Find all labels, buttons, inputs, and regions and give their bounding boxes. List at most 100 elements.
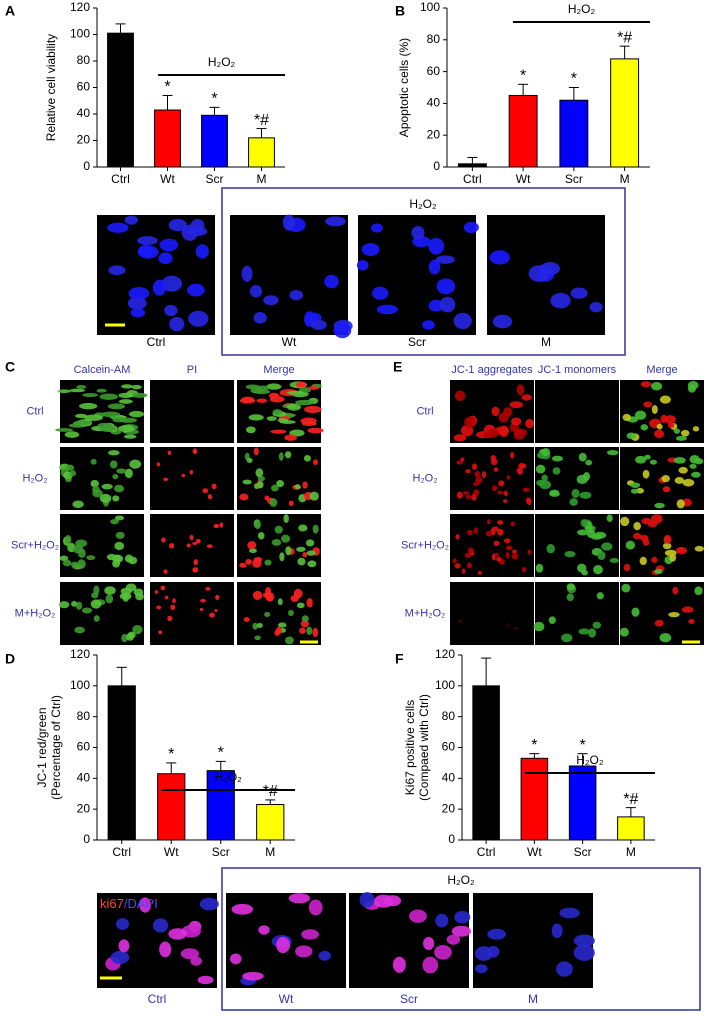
cell bbox=[573, 934, 595, 948]
cell bbox=[541, 448, 551, 457]
cell bbox=[566, 583, 575, 591]
cell bbox=[243, 617, 250, 622]
cell bbox=[158, 630, 163, 635]
cell bbox=[619, 627, 629, 637]
cell bbox=[277, 418, 289, 423]
cell bbox=[84, 414, 103, 421]
cell bbox=[654, 429, 665, 439]
significance-marker: * bbox=[218, 745, 224, 762]
cell bbox=[592, 621, 602, 629]
cell bbox=[664, 415, 676, 424]
panel-letter: F bbox=[395, 651, 404, 667]
cell bbox=[277, 622, 287, 628]
cell bbox=[240, 396, 255, 404]
cell bbox=[256, 385, 270, 391]
cell bbox=[370, 223, 383, 233]
cell bbox=[606, 514, 613, 523]
x-tick-label: Wt bbox=[164, 845, 179, 859]
cell bbox=[577, 529, 589, 536]
cell bbox=[190, 956, 202, 966]
cell bbox=[639, 556, 647, 566]
cell bbox=[510, 451, 515, 459]
cell bbox=[569, 498, 578, 506]
cell bbox=[286, 403, 301, 411]
cell bbox=[475, 476, 483, 484]
cell bbox=[197, 975, 214, 985]
cell bbox=[392, 956, 406, 973]
cell bbox=[669, 553, 677, 562]
column-label: JC-1 aggregates bbox=[451, 364, 533, 376]
cell bbox=[460, 457, 465, 462]
cell bbox=[69, 388, 86, 393]
cell bbox=[101, 411, 120, 418]
cell bbox=[458, 619, 463, 623]
cell bbox=[546, 543, 555, 554]
cell bbox=[423, 936, 435, 951]
cell bbox=[123, 434, 137, 439]
cell bbox=[118, 392, 134, 399]
cell bbox=[490, 454, 497, 462]
cell bbox=[689, 463, 697, 469]
cell bbox=[189, 534, 194, 541]
x-tick-label: M bbox=[620, 172, 630, 186]
cell bbox=[133, 588, 144, 596]
cell bbox=[107, 222, 129, 233]
bar bbox=[559, 99, 589, 168]
cell bbox=[422, 320, 435, 330]
cell bbox=[188, 310, 209, 327]
cell bbox=[551, 455, 563, 462]
cell bbox=[118, 939, 130, 953]
x-tick-label: Ctrl bbox=[111, 172, 130, 186]
cell bbox=[491, 526, 499, 532]
cell bbox=[124, 468, 133, 479]
cell bbox=[409, 909, 427, 923]
cell bbox=[230, 953, 242, 965]
cell bbox=[265, 592, 275, 602]
x-tick-label: M bbox=[257, 172, 267, 186]
cell bbox=[62, 559, 72, 567]
cell bbox=[635, 455, 647, 464]
cell bbox=[181, 473, 186, 478]
cell bbox=[161, 537, 166, 543]
cell bbox=[640, 424, 649, 431]
cell bbox=[169, 317, 185, 332]
cell bbox=[295, 945, 313, 958]
y-tick-label: 40 bbox=[77, 771, 91, 785]
cell bbox=[268, 392, 280, 399]
cell bbox=[566, 593, 574, 602]
cell bbox=[104, 586, 116, 595]
cell bbox=[550, 292, 571, 309]
cell bbox=[303, 455, 311, 462]
x-tick-label: M bbox=[626, 845, 636, 859]
cell bbox=[466, 562, 472, 569]
bar bbox=[472, 685, 500, 841]
bracket-label: H₂O₂ bbox=[568, 2, 596, 16]
cell bbox=[675, 435, 687, 441]
cell bbox=[306, 550, 316, 556]
cell bbox=[168, 542, 175, 549]
cell bbox=[549, 491, 560, 497]
cell bbox=[271, 538, 282, 546]
cell bbox=[475, 964, 488, 974]
row-label: Scr+H₂O₂ bbox=[401, 539, 449, 551]
cell bbox=[270, 429, 287, 434]
image-label: Wt bbox=[282, 335, 297, 349]
cell bbox=[239, 493, 249, 501]
panel-letter: B bbox=[395, 3, 405, 19]
x-tick-label: Ctrl bbox=[112, 845, 131, 859]
cell bbox=[300, 619, 309, 628]
cell bbox=[312, 627, 319, 638]
cell bbox=[192, 567, 199, 573]
cell bbox=[373, 894, 394, 908]
panel-letter: A bbox=[5, 3, 15, 19]
cell bbox=[461, 568, 466, 574]
cell bbox=[266, 383, 282, 390]
cell bbox=[96, 388, 107, 393]
micrograph bbox=[535, 380, 619, 443]
cell bbox=[481, 471, 487, 479]
cell bbox=[215, 594, 220, 600]
cell bbox=[633, 521, 641, 531]
cell bbox=[302, 481, 308, 489]
cell bbox=[116, 918, 129, 930]
